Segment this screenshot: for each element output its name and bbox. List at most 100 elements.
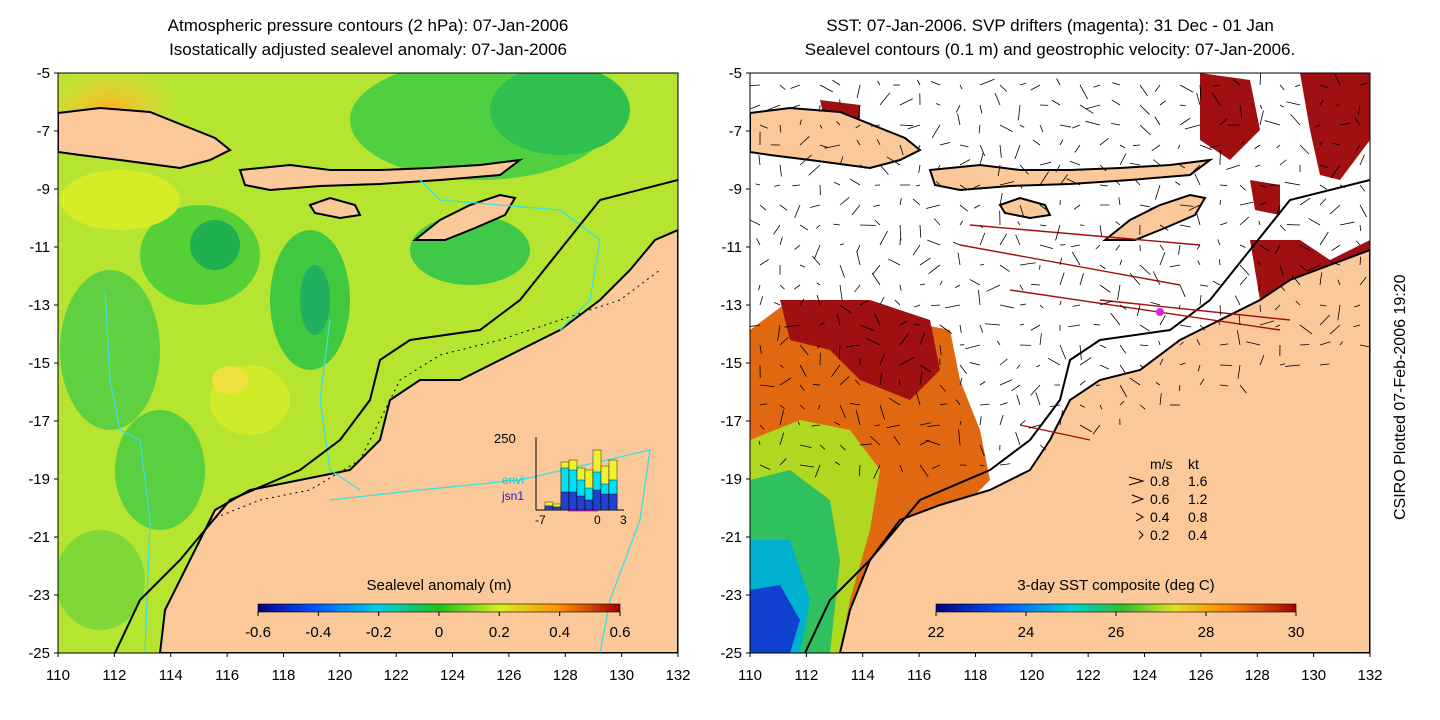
velocity-arrow [1178,384,1181,392]
vel-legend-kt: 1.2 [1188,491,1208,507]
velocity-arrow [1132,144,1141,147]
velocity-arrow [759,204,767,211]
velocity-arrow [876,80,881,86]
velocity-arrow [898,379,901,386]
velocity-arrow [1119,400,1125,406]
velocity-arrow [1319,304,1327,307]
velocity-arrow [1079,84,1088,100]
velocity-arrow [1039,304,1044,309]
vel-legend-header-kt: kt [1188,456,1199,472]
velocity-arrow [899,144,904,155]
velocity-arrow [759,384,775,388]
velocity-arrow [1118,197,1121,206]
velocity-arrow [866,337,881,346]
velocity-arrow [1071,124,1081,129]
velocity-arrow [1234,295,1241,306]
left-ytick-label: -21 [28,529,50,546]
velocity-arrow [874,313,881,326]
velocity-arrow [750,324,761,327]
velocity-arrow [797,421,801,426]
velocity-arrow [879,404,885,420]
velocity-arrow [1099,138,1109,146]
velocity-arrow [1059,410,1063,426]
velocity-arrow [1154,184,1161,200]
right-ytick-label: -19 [720,471,742,488]
velocity-arrow [1179,224,1191,228]
velocity-arrow [1070,244,1081,248]
velocity-arrow [1133,178,1141,186]
velocity-arrow [899,98,914,106]
velocity-arrow [1199,378,1205,386]
velocity-arrow [1319,198,1327,206]
velocity-arrow [1319,84,1329,89]
velocity-arrow [1159,252,1166,266]
velocity-arrow [939,344,942,356]
sla-colorbar-tick-label: 0 [435,624,443,641]
velocity-arrow [1111,99,1121,106]
velocity-arrow [1339,122,1351,126]
velocity-arrow [859,324,874,331]
velocity-arrow [838,344,841,360]
left-xtick-label: 126 [496,667,521,684]
velocity-arrow [959,204,969,212]
velocity-arrow [856,244,861,253]
velocity-arrow [1085,120,1101,126]
left-title-line2: Isostatically adjusted sealevel anomaly:… [169,40,567,59]
velocity-arrow [1184,124,1201,130]
velocity-arrow [959,184,967,190]
velocity-arrow [1066,178,1081,186]
velocity-arrow [1239,141,1245,146]
velocity-arrow [919,257,931,266]
velocity-arrow [1177,144,1181,149]
velocity-arrow [1115,221,1121,226]
velocity-arrow [1179,284,1186,298]
velocity-arrow [1279,284,1286,292]
velocity-arrow [824,144,841,149]
velocity-arrow [1319,164,1328,168]
velocity-arrow [930,80,941,86]
velocity-arrow [819,321,825,326]
velocity-arrow [1259,201,1267,206]
vel-legend-kt: 1.6 [1188,473,1208,489]
velocity-arrow [894,299,901,306]
velocity-arrow [1217,319,1221,326]
velocity-arrow [1178,304,1181,310]
velocity-arrow [1139,404,1146,410]
velocity-arrow [1093,84,1101,88]
velocity-arrows [750,73,1370,479]
velocity-arrow [886,156,901,166]
velocity-arrow [1019,303,1027,306]
velocity-arrow [794,244,801,250]
velocity-arrow [959,420,962,426]
velocity-arrow [1019,323,1025,326]
velocity-arrow [1031,284,1041,286]
velocity-arrow [759,464,771,470]
velocity-arrow [839,243,844,246]
velocity-arrow [925,439,941,446]
left-xtick-label: 128 [553,667,578,684]
velocity-arrow [793,284,801,290]
velocity-arrow [1030,384,1041,396]
velocity-arrow [1332,142,1341,146]
velocity-arrow [1259,354,1265,366]
velocity-arrow [1299,144,1310,155]
velocity-arrow [1015,234,1021,246]
velocity-arrow [1099,224,1102,236]
velocity-arrow [969,279,981,286]
velocity-arrow [833,223,841,226]
velocity-arrow [1175,181,1181,186]
velocity-arrow [999,402,1008,406]
sla-colorbar-tick-label: -0.6 [245,624,271,641]
vel-legend-kt: 0.4 [1188,527,1208,543]
right-title-line1: SST: 07-Jan-2006. SVP drifters (magenta)… [826,16,1274,35]
velocity-arrow [955,104,961,113]
velocity-arrow [888,397,901,406]
inset-bar [608,493,618,511]
velocity-arrow [871,272,881,286]
velocity-arrow [1236,330,1241,346]
velocity-arrow [1306,264,1321,272]
velocity-arrow [979,324,984,333]
right-xtick-label: 112 [794,667,818,684]
pressure-contours [104,179,651,653]
